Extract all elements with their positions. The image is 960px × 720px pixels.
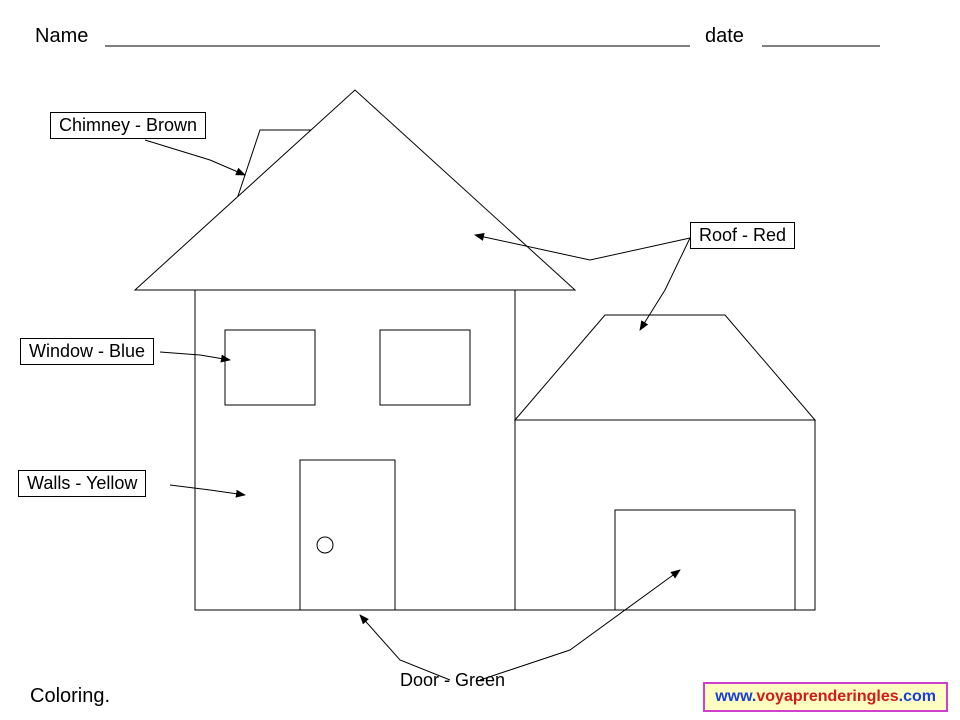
arrow-chimney — [145, 140, 245, 175]
garage-door — [615, 510, 795, 610]
link-www: www. — [715, 688, 756, 705]
coloring-label: Coloring. — [30, 685, 110, 708]
label-walls: Walls - Yellow — [18, 470, 146, 497]
label-roof: Roof - Red — [690, 222, 795, 249]
window-left — [225, 330, 315, 405]
source-link-box[interactable]: www.voyaprenderingles.com — [703, 682, 948, 712]
door-knob — [317, 537, 333, 553]
door-shape — [300, 460, 395, 610]
label-window: Window - Blue — [20, 338, 154, 365]
link-domain: voyaprenderingles — [756, 688, 898, 705]
label-door: Door - Green — [400, 670, 505, 691]
roof-garage — [515, 315, 815, 420]
label-chimney: Chimney - Brown — [50, 112, 206, 139]
link-com: .com — [899, 688, 936, 705]
window-right — [380, 330, 470, 405]
worksheet-page: Name date — [0, 0, 960, 720]
